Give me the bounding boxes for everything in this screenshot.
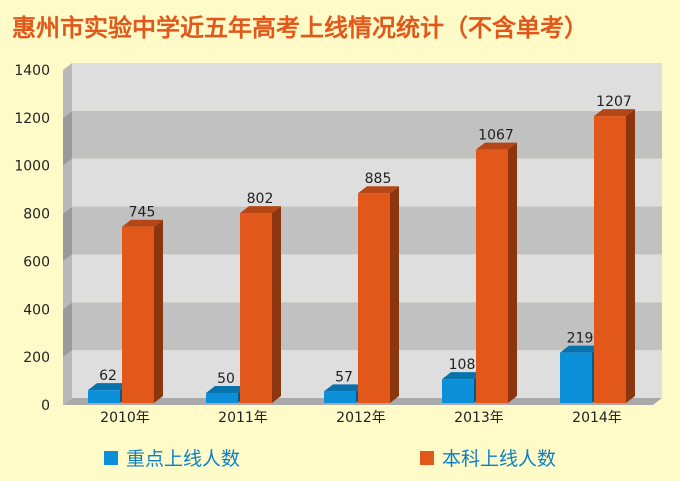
left-wall-band — [63, 302, 72, 358]
y-tick-label: 600 — [23, 254, 50, 270]
bar-top — [206, 386, 247, 394]
bar-key — [560, 352, 592, 403]
bar-undergrad — [240, 213, 272, 403]
data-label: 108 — [449, 357, 476, 373]
bar-side — [508, 142, 517, 404]
y-tick-label: 1400 — [14, 63, 50, 79]
legend-item-key: 重点上线人数 — [104, 444, 240, 471]
y-tick-label: 1000 — [14, 159, 50, 175]
bar-side — [626, 109, 635, 404]
data-label: 219 — [567, 331, 594, 347]
bar-top — [122, 219, 163, 227]
data-label: 1067 — [478, 128, 514, 144]
bar-top — [358, 186, 399, 194]
data-label: 57 — [335, 369, 353, 385]
left-wall-band — [63, 254, 72, 310]
bar-undergrad — [476, 149, 508, 403]
grid-band — [72, 110, 662, 159]
data-label: 50 — [217, 371, 235, 387]
x-tick-label: 2012年 — [336, 410, 386, 426]
bar-side — [390, 186, 399, 403]
bar-top — [560, 345, 601, 353]
bar-side — [154, 219, 163, 403]
data-label: 745 — [129, 205, 156, 221]
x-tick-label: 2014年 — [572, 410, 622, 426]
data-label: 62 — [99, 368, 117, 384]
left-wall-band — [63, 350, 72, 405]
left-wall-band — [63, 110, 72, 166]
y-tick-label: 0 — [41, 398, 50, 414]
legend-label-key: 重点上线人数 — [126, 448, 241, 470]
x-tick-label: 2013年 — [454, 410, 504, 426]
bar-top — [476, 142, 517, 150]
bar-top — [88, 383, 129, 391]
bar-key — [442, 379, 474, 403]
x-tick-label: 2010年 — [100, 410, 150, 426]
bar-key — [206, 393, 238, 403]
bar-top — [240, 206, 281, 214]
bar-key — [88, 390, 120, 403]
legend-swatch-undergrad — [420, 450, 434, 465]
bar-key — [324, 391, 356, 403]
bar-undergrad — [358, 193, 390, 403]
data-label: 885 — [365, 171, 392, 187]
chart-title: 惠州市实验中学近五年高考上线情况统计（不含单考） — [12, 14, 588, 42]
left-wall-band — [63, 158, 72, 214]
y-tick-label: 800 — [23, 207, 50, 223]
bar-top — [324, 384, 365, 392]
bar-side — [272, 206, 281, 403]
legend-swatch-key — [104, 450, 118, 465]
x-tick-label: 2011年 — [218, 410, 268, 426]
left-wall-band — [63, 206, 72, 262]
bar-undergrad — [594, 116, 626, 404]
data-label: 802 — [247, 191, 274, 207]
y-tick-label: 200 — [23, 350, 50, 366]
data-label: 1207 — [596, 94, 632, 110]
left-wall-band — [63, 63, 72, 118]
legend-item-undergrad: 本科上线人数 — [420, 444, 556, 471]
legend-label-undergrad: 本科上线人数 — [442, 448, 557, 470]
grid-band — [72, 63, 662, 111]
y-tick-label: 400 — [23, 302, 50, 318]
y-tick-label: 1200 — [14, 111, 50, 127]
bar-undergrad — [122, 226, 154, 403]
bar-top — [442, 372, 483, 380]
bar-top — [594, 109, 635, 117]
